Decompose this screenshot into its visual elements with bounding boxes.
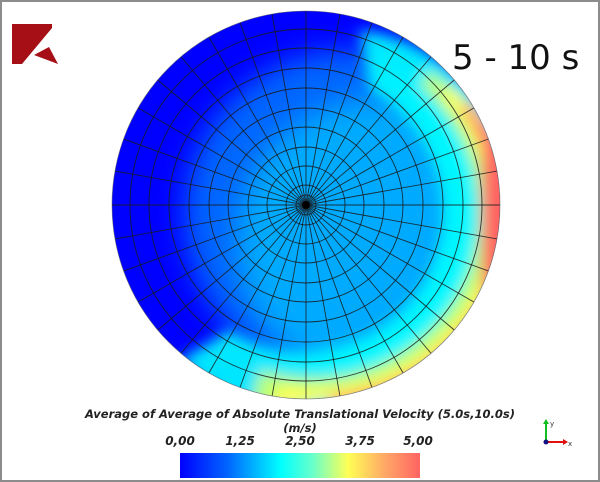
color-scale-bar (180, 453, 420, 478)
legend-tick: 0,00 (165, 434, 195, 448)
time-range-label: 5 - 10 s (452, 38, 580, 78)
legend-title: Average of Average of Absolute Translati… (85, 407, 515, 421)
legend-tick: 2,50 (285, 434, 315, 448)
velocity-contour-disk (111, 10, 501, 400)
brand-logo-icon (12, 24, 58, 64)
svg-text:x: x (568, 440, 572, 448)
legend-units: (m/s) (283, 421, 317, 435)
axes-triad-icon: y x (543, 419, 572, 448)
legend-tick: 5,00 (403, 434, 433, 448)
svg-text:y: y (550, 420, 554, 428)
legend-tick: 1,25 (225, 434, 255, 448)
legend-tick: 3,75 (345, 434, 375, 448)
